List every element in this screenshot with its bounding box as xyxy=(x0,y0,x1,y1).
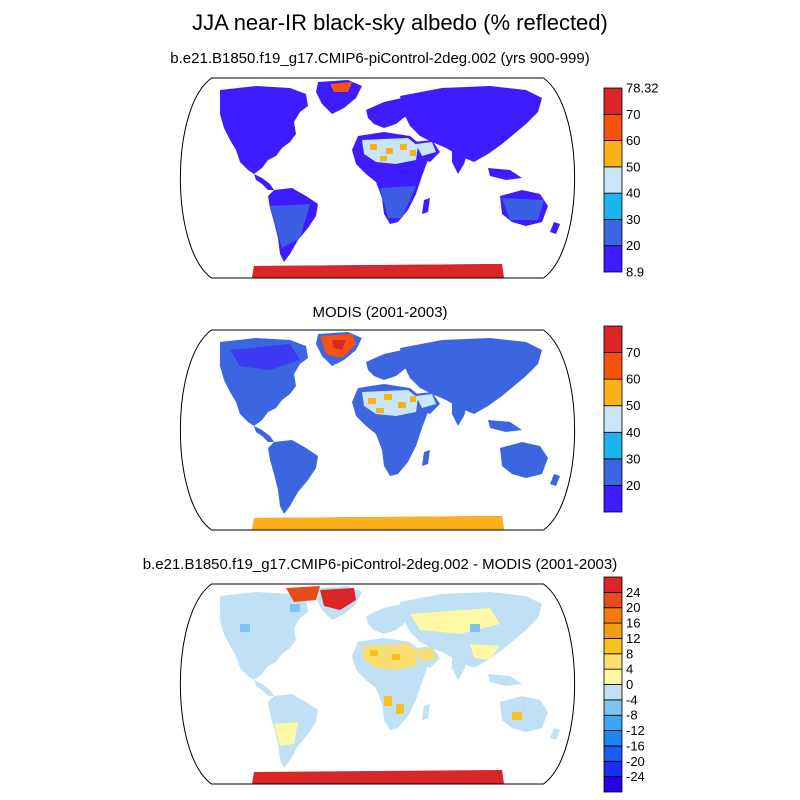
colorbar-swatch xyxy=(603,245,623,273)
figure-title: JJA near-IR black-sky albedo (% reflecte… xyxy=(192,10,608,35)
colorbar-tick-label: 20 xyxy=(626,478,640,493)
colorbar-tick-label: 60 xyxy=(626,133,640,148)
colorbar-swatch xyxy=(603,192,623,220)
colorbar-tick-label: 20 xyxy=(626,600,640,615)
colorbar-swatch xyxy=(603,776,623,793)
map-border xyxy=(179,583,576,785)
colorbar-swatch xyxy=(603,684,623,701)
colorbar-tick-label: 16 xyxy=(626,616,640,631)
colorbar-tick-label: 70 xyxy=(626,107,640,122)
panel-1-title: b.e21.B1850.f19_g17.CMIP6-piControl-2deg… xyxy=(170,50,590,67)
colorbar-swatch xyxy=(603,140,623,168)
map-border xyxy=(179,329,576,531)
map-border xyxy=(179,77,576,279)
colorbar-tick-label: 20 xyxy=(626,238,640,253)
colorbar-swatch xyxy=(603,431,623,460)
colorbar-tick-label: 8 xyxy=(626,646,633,661)
colorbar-swatch xyxy=(603,87,623,115)
colorbar-tick-label: 8.9 xyxy=(626,265,644,280)
colorbar-tick-label: -8 xyxy=(626,708,638,723)
colorbar-swatch xyxy=(603,576,623,593)
colorbar-tick-label: 0 xyxy=(626,677,633,692)
colorbar-swatch xyxy=(603,352,623,380)
colorbar-tick-label: 50 xyxy=(626,159,640,174)
panel-2-title: MODIS (2001-2003) xyxy=(312,304,448,321)
colorbar-swatch xyxy=(603,405,623,433)
colorbar-tick-label: 70 xyxy=(626,345,640,360)
map-panel-3 xyxy=(179,583,576,785)
colorbar-swatch xyxy=(603,622,623,639)
colorbar-tick-label: 12 xyxy=(626,631,640,646)
colorbar-swatch xyxy=(603,653,623,670)
colorbar-tick-label: 30 xyxy=(626,212,640,227)
panel-3-title: b.e21.B1850.f19_g17.CMIP6-piControl-2deg… xyxy=(142,556,618,573)
colorbar-swatch xyxy=(603,730,623,747)
colorbar-tick-label: -24 xyxy=(626,769,645,784)
colorbar-tick-label: 40 xyxy=(626,425,640,440)
colorbar-swatch xyxy=(603,607,623,624)
colorbar-tick-label: 30 xyxy=(626,451,640,466)
colorbar-swatch xyxy=(603,760,623,778)
colorbar-swatch xyxy=(603,378,623,407)
colorbar-swatch xyxy=(603,458,623,486)
colorbar-tick-label: -12 xyxy=(626,723,645,738)
map-panel-1 xyxy=(179,77,576,279)
colorbar-tick-label: 50 xyxy=(626,398,640,413)
colorbar-swatch xyxy=(603,591,623,609)
colorbar-swatch xyxy=(603,668,623,685)
colorbar-tick-label: -16 xyxy=(626,738,645,753)
colorbar-swatch xyxy=(603,219,623,247)
colorbar-tick-label: 4 xyxy=(626,662,633,677)
colorbar-swatch xyxy=(603,325,623,353)
colorbar-tick-label: -20 xyxy=(626,754,645,769)
colorbar-swatch xyxy=(603,699,623,716)
colorbar-panel-2: 20 30 40 50 60 70 xyxy=(603,325,640,513)
colorbar-panel-1: 8.9 20 30 40 50 60 70 78.32 xyxy=(603,81,659,280)
colorbar-swatch xyxy=(603,745,623,762)
colorbar-tick-label: 40 xyxy=(626,186,640,201)
colorbar-swatch xyxy=(603,638,623,655)
colorbar-tick-label: -4 xyxy=(626,692,638,707)
colorbar-swatch xyxy=(603,113,623,141)
colorbar-tick-label: 24 xyxy=(626,585,640,600)
colorbar-tick-label: 78.32 xyxy=(626,81,659,96)
map-panel-2 xyxy=(179,329,576,531)
colorbar-swatch xyxy=(603,714,623,731)
colorbar-swatch xyxy=(603,166,623,194)
colorbar-swatch xyxy=(603,485,623,513)
colorbar-tick-label: 60 xyxy=(626,372,640,387)
